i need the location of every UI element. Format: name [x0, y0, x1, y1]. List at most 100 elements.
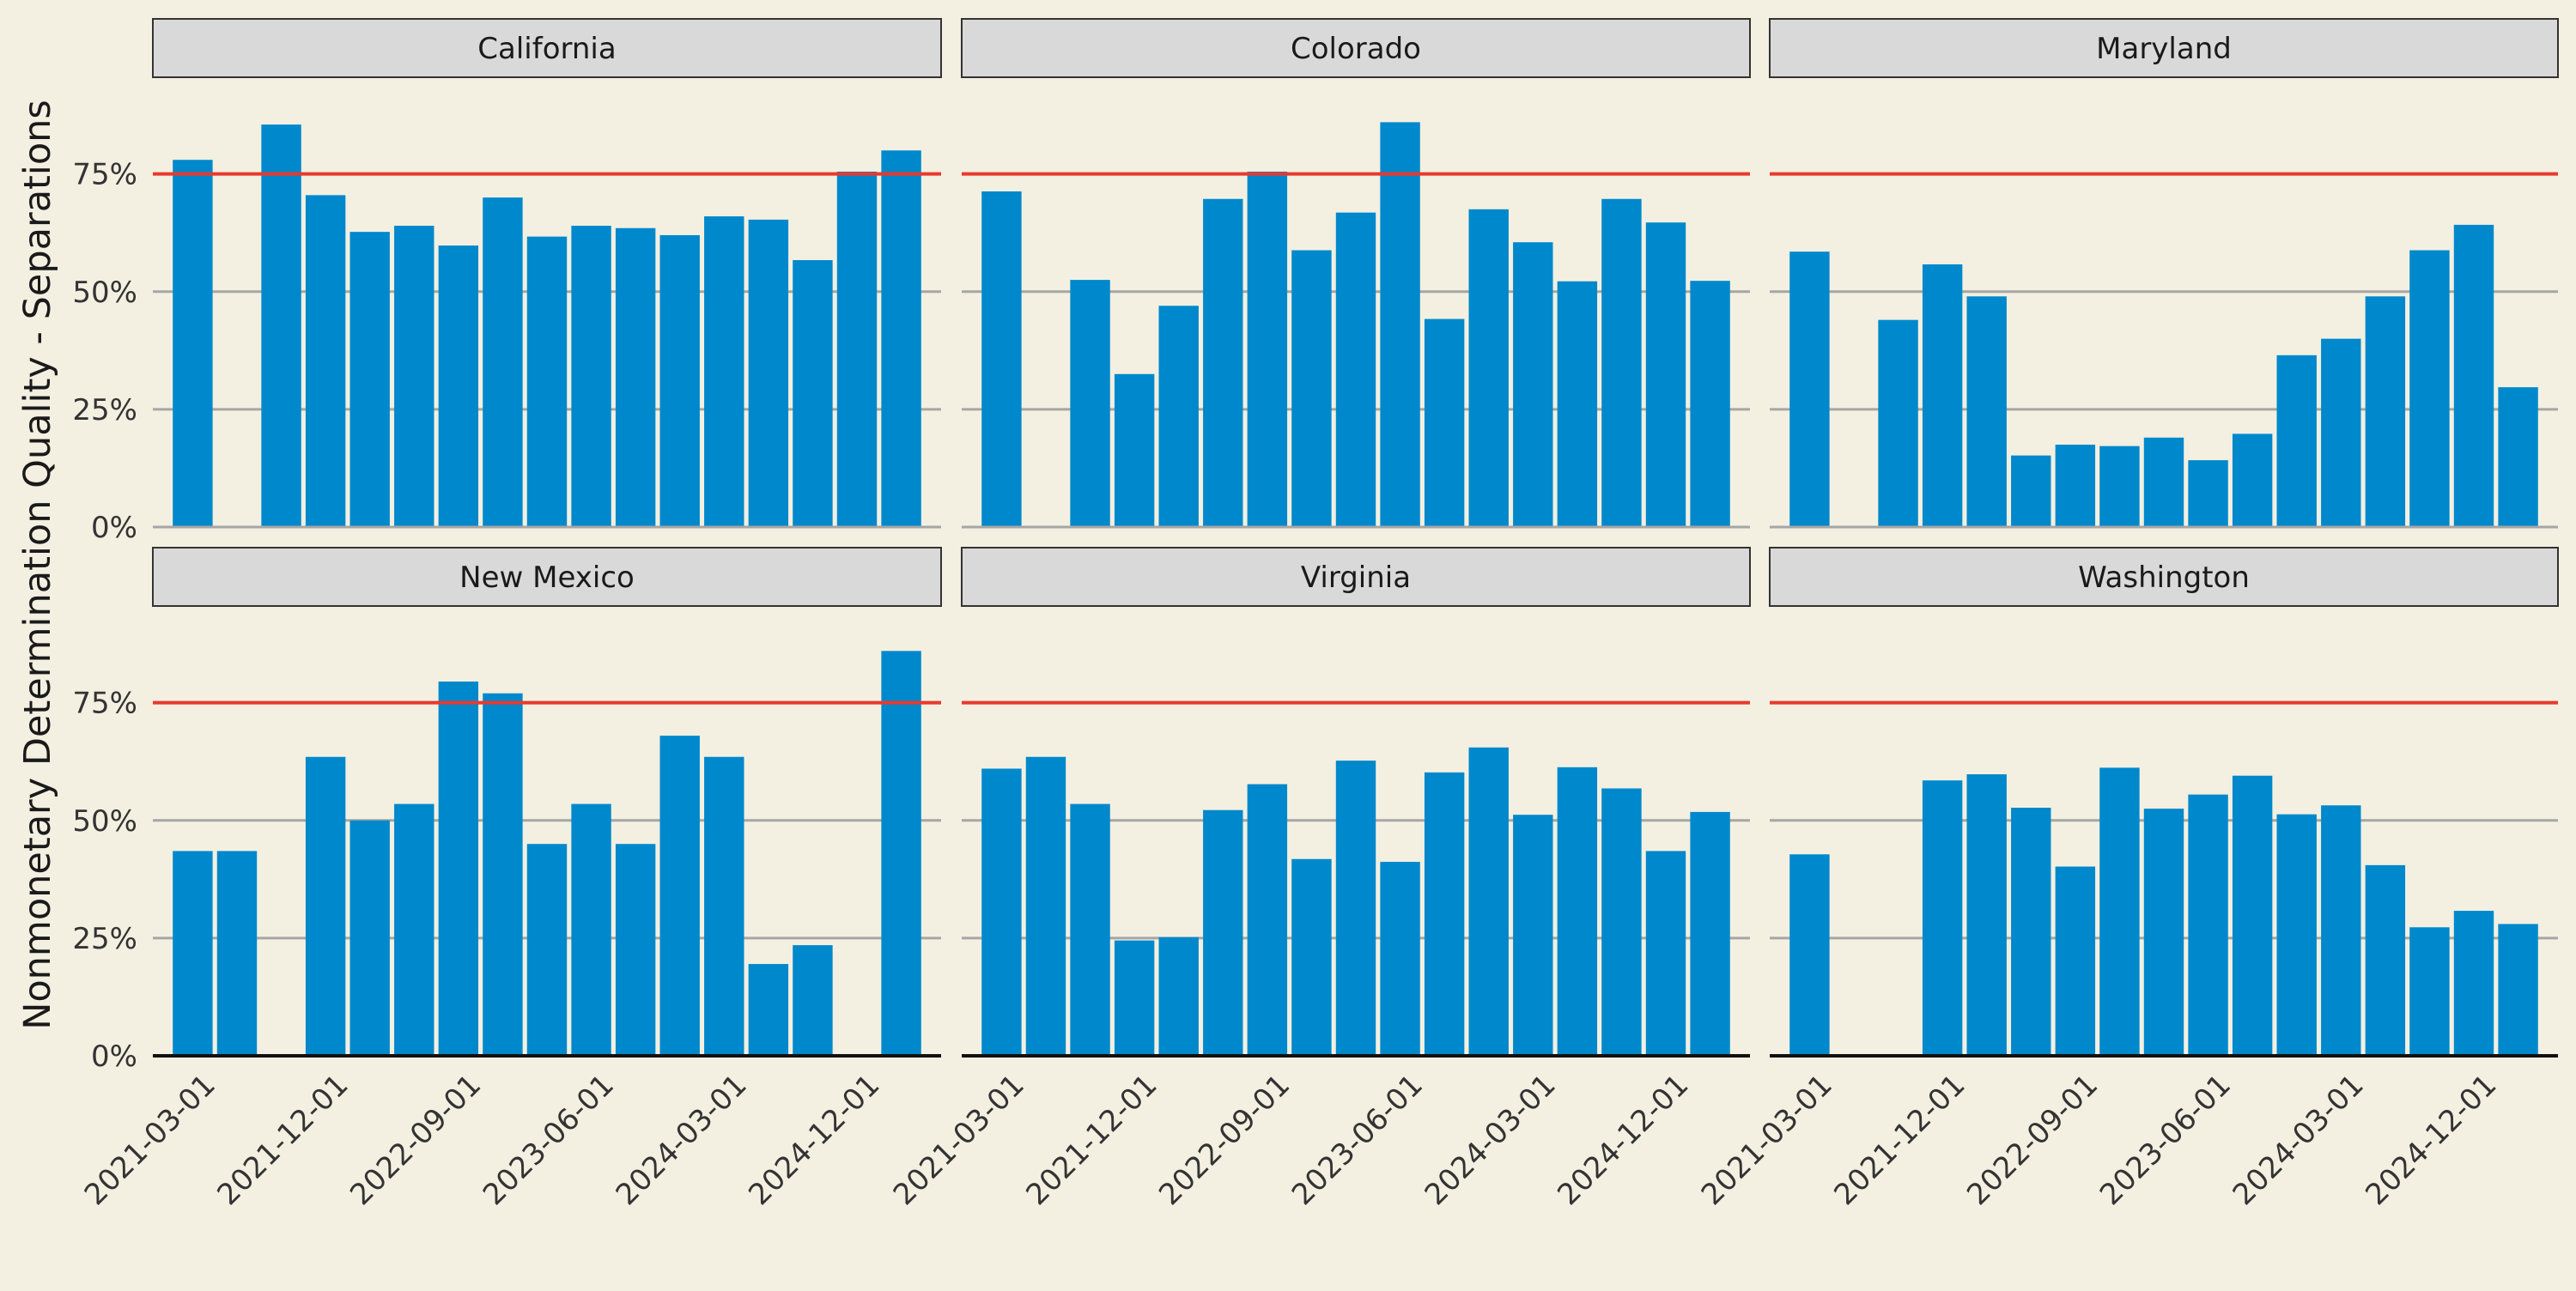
x-tick-label-virginia-3: 2023-06-01 [1285, 1068, 1430, 1212]
x-tick-label-new-mexico-5: 2024-12-01 [742, 1068, 886, 1212]
bar-washington-2023-03-01 [2143, 809, 2184, 1056]
x-tick-label-new-mexico-2: 2022-09-01 [343, 1068, 488, 1212]
bar-colorado-2024-03-01 [1513, 242, 1553, 527]
bar-maryland-2022-06-01 [2011, 455, 2051, 527]
bar-washington-2023-06-01 [2188, 794, 2228, 1056]
bar-washington-2024-09-01 [2409, 927, 2450, 1056]
bar-virginia-2022-06-01 [1203, 809, 1243, 1056]
y-tick-label-california-1: 25% [72, 393, 137, 427]
bar-new-mexico-2024-09-01 [793, 945, 833, 1056]
bar-california-2024-09-01 [793, 260, 833, 527]
bar-new-mexico-2022-03-01 [349, 820, 390, 1056]
facet-strip-colorado [961, 18, 1751, 78]
bar-new-mexico-2024-06-01 [748, 964, 789, 1056]
bar-maryland-2025-03-01 [2498, 387, 2538, 527]
bar-washington-2024-12-01 [2453, 911, 2494, 1056]
bar-new-mexico-2023-03-01 [526, 844, 568, 1056]
bar-california-2022-03-01 [349, 232, 390, 527]
facet-strip-virginia [961, 547, 1751, 607]
bar-colorado-2021-09-01 [1070, 280, 1110, 527]
bar-virginia-2025-03-01 [1690, 811, 1730, 1056]
x-tick-label-virginia-4: 2024-03-01 [1419, 1068, 1563, 1212]
bar-maryland-2023-03-01 [2143, 437, 2184, 527]
bar-virginia-2023-06-01 [1380, 862, 1420, 1056]
bar-new-mexico-2023-12-01 [659, 736, 700, 1056]
bar-washington-2023-09-01 [2232, 775, 2273, 1056]
bar-colorado-2022-09-01 [1247, 171, 1288, 527]
bar-new-mexico-2023-06-01 [571, 803, 611, 1056]
y-tick-label-new-mexico-1: 25% [72, 922, 137, 956]
bar-california-2023-03-01 [526, 236, 568, 527]
bar-colorado-2022-06-01 [1203, 198, 1243, 527]
bar-maryland-2023-12-01 [2276, 355, 2317, 527]
bar-maryland-2024-09-01 [2409, 250, 2450, 527]
x-tick-label-washington-5: 2024-12-01 [2359, 1068, 2503, 1212]
bar-california-2022-09-01 [438, 245, 479, 527]
bar-new-mexico-2021-03-01 [173, 851, 213, 1056]
bar-maryland-2021-12-01 [1922, 264, 1963, 527]
bar-maryland-2024-03-01 [2321, 338, 2361, 527]
x-tick-label-washington-4: 2024-03-01 [2227, 1068, 2371, 1212]
bar-california-2021-03-01 [173, 160, 213, 528]
bar-new-mexico-2022-09-01 [438, 682, 479, 1056]
bar-colorado-2024-09-01 [1601, 198, 1642, 527]
bar-california-2021-09-01 [261, 124, 301, 527]
x-tick-label-washington-0: 2021-03-01 [1695, 1068, 1839, 1212]
bar-colorado-2023-09-01 [1424, 318, 1465, 527]
bar-virginia-2022-03-01 [1158, 936, 1199, 1056]
facet-strip-california [152, 18, 942, 78]
bar-colorado-2023-06-01 [1380, 122, 1420, 527]
bar-virginia-2023-03-01 [1335, 761, 1376, 1056]
bar-new-mexico-2021-06-01 [216, 851, 258, 1056]
bar-colorado-2022-03-01 [1158, 306, 1199, 527]
bar-new-mexico-2024-03-01 [704, 756, 744, 1056]
bar-virginia-2024-03-01 [1513, 815, 1553, 1056]
x-tick-label-new-mexico-1: 2021-12-01 [210, 1068, 355, 1212]
bar-virginia-2021-12-01 [1114, 940, 1155, 1056]
x-tick-label-virginia-0: 2021-03-01 [887, 1068, 1031, 1212]
bar-washington-2024-06-01 [2365, 864, 2406, 1056]
bar-colorado-2023-12-01 [1468, 209, 1509, 527]
facet-title-california: California [477, 32, 616, 66]
bar-maryland-2024-12-01 [2453, 224, 2494, 527]
facet-strip-new-mexico [152, 547, 942, 607]
x-tick-label-new-mexico-3: 2023-06-01 [477, 1068, 621, 1212]
x-tick-label-washington-2: 2022-09-01 [1960, 1068, 2105, 1212]
x-tick-label-washington-1: 2021-12-01 [1827, 1068, 1971, 1212]
y-tick-label-california-3: 75% [72, 158, 137, 192]
bar-washington-2022-09-01 [2055, 866, 2096, 1056]
bar-virginia-2022-09-01 [1247, 784, 1288, 1056]
bar-maryland-2022-12-01 [2099, 445, 2140, 527]
bar-california-2025-03-01 [881, 150, 921, 527]
bar-washington-2022-03-01 [1966, 774, 2007, 1056]
bar-colorado-2024-12-01 [1645, 222, 1686, 527]
bar-california-2024-12-01 [836, 171, 878, 527]
bar-new-mexico-2021-12-01 [305, 756, 346, 1056]
bar-colorado-2021-12-01 [1114, 373, 1155, 527]
bar-new-mexico-2022-12-01 [483, 693, 523, 1056]
bar-virginia-2022-12-01 [1291, 858, 1332, 1056]
bar-california-2022-12-01 [483, 197, 523, 527]
bar-california-2023-09-01 [615, 227, 656, 527]
bar-maryland-2021-09-01 [1878, 319, 1918, 527]
bar-virginia-2024-09-01 [1601, 788, 1642, 1056]
bar-california-2022-06-01 [394, 226, 434, 527]
bar-virginia-2023-09-01 [1424, 772, 1465, 1056]
bar-maryland-2022-09-01 [2055, 445, 2096, 527]
bar-virginia-2021-09-01 [1070, 803, 1110, 1056]
x-tick-label-new-mexico-0: 2021-03-01 [78, 1068, 222, 1212]
x-tick-label-virginia-2: 2022-09-01 [1152, 1068, 1297, 1212]
bar-california-2023-06-01 [571, 226, 611, 527]
facet-title-colorado: Colorado [1291, 32, 1421, 66]
bar-maryland-2024-06-01 [2365, 296, 2406, 527]
bar-colorado-2022-12-01 [1291, 250, 1332, 527]
bar-washington-2021-12-01 [1922, 780, 1963, 1056]
y-tick-label-new-mexico-2: 50% [72, 804, 137, 839]
bar-new-mexico-2022-06-01 [394, 803, 434, 1056]
bar-maryland-2022-03-01 [1966, 296, 2007, 527]
y-tick-label-california-2: 50% [72, 276, 137, 310]
bar-washington-2024-03-01 [2321, 805, 2361, 1056]
y-tick-label-new-mexico-0: 0% [91, 1039, 137, 1074]
bar-colorado-2021-03-01 [981, 191, 1022, 528]
